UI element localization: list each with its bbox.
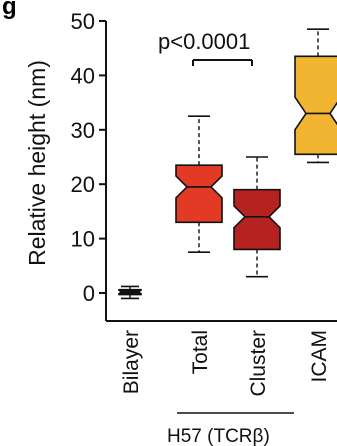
- x-category-label: Cluster: [247, 330, 270, 397]
- y-axis-title: Relative height (nm): [24, 60, 50, 266]
- notched-box: [233, 188, 281, 251]
- y-tick-label: 10: [71, 227, 95, 252]
- box-cluster: [233, 156, 281, 278]
- y-tick-label: 20: [71, 172, 95, 197]
- y-tick-label: 50: [71, 9, 95, 34]
- notched-box: [294, 55, 337, 156]
- y-tick-label: 40: [71, 63, 95, 88]
- boxes: [118, 28, 337, 300]
- x-category-label: Bilayer: [120, 330, 143, 394]
- x-axis-labels: Bilayer Total Cluster ICAM: [120, 330, 331, 397]
- box-icam: [294, 28, 337, 164]
- box-total: [175, 115, 223, 253]
- significance-annotation: p<0.0001: [158, 29, 250, 54]
- y-tick-label: 0: [83, 281, 95, 306]
- notched-box: [175, 164, 223, 224]
- y-tick-label: 30: [71, 118, 95, 143]
- y-axis: 0 10 20 30 40 50 Relative height (nm): [24, 9, 337, 322]
- x-category-label: Total: [189, 330, 212, 374]
- box-bilayer: [118, 285, 142, 300]
- group-label: H57 (TCRβ): [167, 426, 270, 446]
- x-category-label: ICAM: [308, 330, 331, 383]
- panel-label: g: [2, 0, 17, 20]
